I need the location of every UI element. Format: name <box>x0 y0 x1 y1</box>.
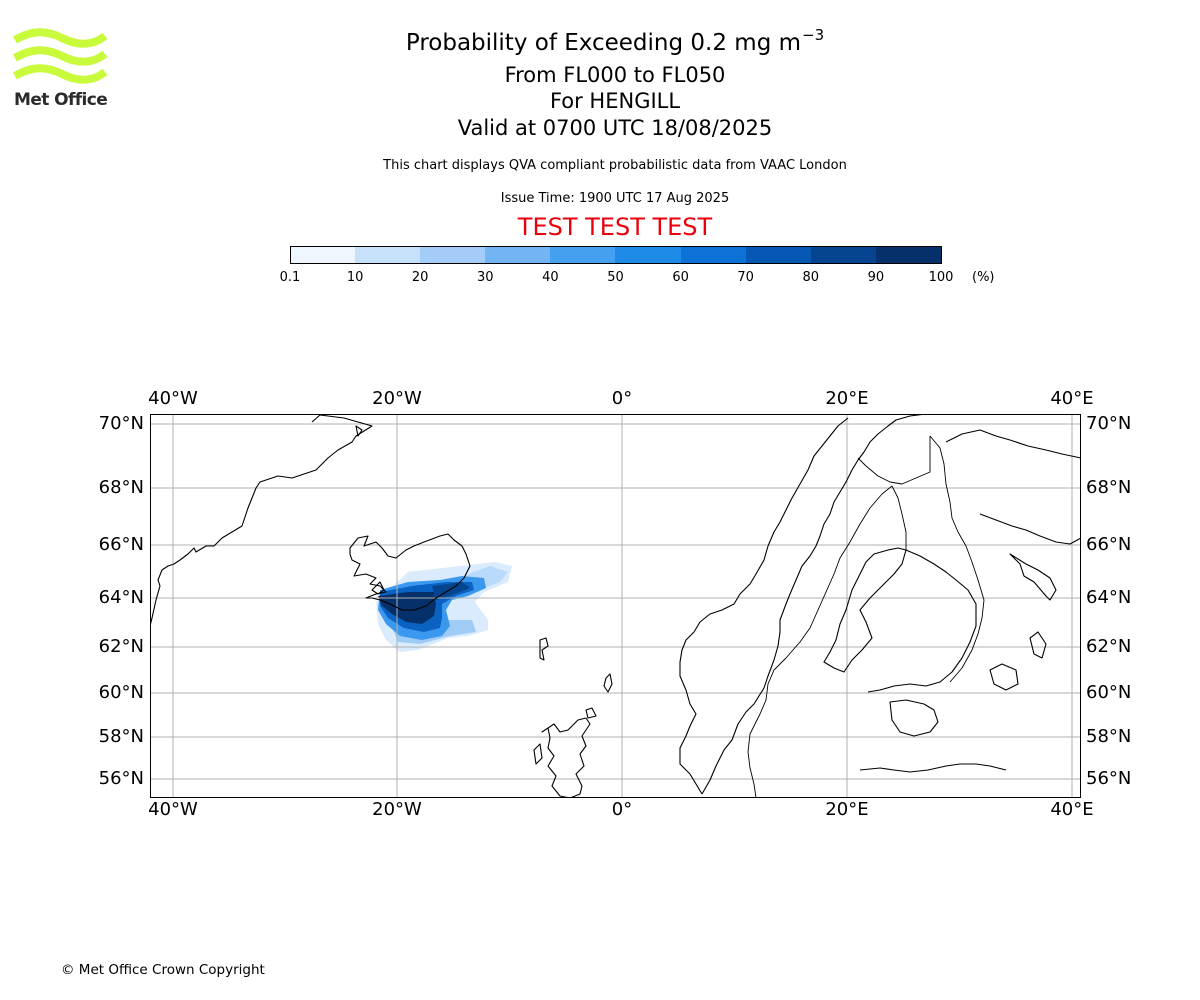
colorbar-segment <box>615 246 681 263</box>
coast-kola <box>979 513 1081 545</box>
coast-hebrides <box>533 743 543 765</box>
met-office-waves-icon <box>12 28 108 84</box>
colorbar-tick-label: 0.1 <box>279 270 301 285</box>
latitude-label-left: 62°N <box>98 636 144 657</box>
coast-baltic <box>889 699 939 737</box>
colorbar-segment <box>810 246 876 263</box>
latitude-label-right: 64°N <box>1086 587 1132 608</box>
colorbar <box>290 246 941 263</box>
coastlines <box>150 414 1081 798</box>
latitude-label-right: 56°N <box>1086 768 1132 789</box>
longitude-label-bottom: 40°W <box>148 799 198 820</box>
lake-onega <box>1029 631 1047 659</box>
plume-core-east <box>432 582 470 600</box>
latitude-label-left: 68°N <box>98 477 144 498</box>
latitude-label-right: 58°N <box>1086 726 1132 747</box>
chart-title-exponent: −3 <box>802 26 825 44</box>
coast-faroe <box>539 637 549 661</box>
volcano-name: For HENGILL <box>549 89 681 113</box>
colorbar-tick-label: 10 <box>346 270 364 285</box>
coast-norway-west <box>679 417 849 795</box>
latitude-label-right: 70°N <box>1086 413 1132 434</box>
colorbar-segment <box>290 246 356 263</box>
coast-shetland <box>603 673 613 693</box>
chart-title: Probability of Exceeding 0.2 mg m−3 <box>0 26 1200 56</box>
latitude-label-left: 66°N <box>98 534 144 555</box>
colorbar-segment <box>875 246 941 263</box>
ash-plume <box>376 562 512 652</box>
colorbar-tick-label: 20 <box>411 270 429 285</box>
latitude-label-right: 60°N <box>1086 682 1132 703</box>
border-norway-sweden <box>747 485 893 798</box>
colorbar-tick-label: 40 <box>542 270 559 285</box>
map-background <box>150 414 1081 798</box>
colorbar-tick-label: 70 <box>737 270 754 285</box>
longitude-label-top: 40°W <box>148 388 198 409</box>
coast-britain <box>541 717 591 798</box>
coast-iceland <box>349 533 471 611</box>
colorbar-segment <box>680 246 746 263</box>
coast-norway <box>701 414 927 795</box>
coast-iceland-west-fjord <box>371 581 385 595</box>
coast-russia-north <box>945 429 1081 459</box>
coast-bothnia <box>823 547 907 673</box>
chart-title-main: Probability of Exceeding 0.2 mg m <box>405 30 802 56</box>
colorbar-segment <box>550 246 616 263</box>
lake-ladoga <box>989 663 1019 691</box>
colorbar-segment <box>745 246 811 263</box>
longitude-label-top: 20°E <box>825 388 869 409</box>
latitude-label-left: 56°N <box>98 768 144 789</box>
met-office-logo: Met Office <box>12 28 112 114</box>
test-banner: TEST TEST TEST <box>517 213 713 241</box>
chart-description: This chart displays QVA compliant probab… <box>383 158 847 173</box>
map-panel <box>150 414 1081 798</box>
colorbar-tick-label: 60 <box>672 270 689 285</box>
coast-greenland <box>150 414 373 627</box>
colorbar-unit: (%) <box>972 270 995 285</box>
latitude-label-left: 64°N <box>98 587 144 608</box>
latitude-label-right: 68°N <box>1086 477 1132 498</box>
map-canvas <box>150 414 1081 798</box>
issue-time: Issue Time: 1900 UTC 17 Aug 2025 <box>500 191 730 206</box>
plume-core <box>378 592 436 624</box>
longitude-label-top: 40°E <box>1050 388 1094 409</box>
colorbar-tick-label: 50 <box>607 270 624 285</box>
longitude-label-bottom: 0° <box>611 799 633 820</box>
colorbar-segment <box>355 246 421 263</box>
map-frame <box>150 414 1081 798</box>
border-sweden-finland <box>891 485 907 550</box>
graticule <box>150 414 1081 798</box>
longitude-label-bottom: 40°E <box>1050 799 1094 820</box>
coast-baltic-south <box>859 763 1007 773</box>
latitude-label-left: 60°N <box>98 682 144 703</box>
copyright-notice: © Met Office Crown Copyright <box>61 962 265 978</box>
latitude-label-left: 70°N <box>98 413 144 434</box>
colorbar-tick-label: 80 <box>802 270 820 285</box>
longitude-label-top: 0° <box>611 388 633 409</box>
coast-finland <box>867 549 977 693</box>
valid-time: Valid at 0700 UTC 18/08/2025 <box>457 116 773 140</box>
colorbar-tick-label: 90 <box>867 270 885 285</box>
latitude-label-left: 58°N <box>98 726 144 747</box>
coast-white-sea <box>1009 553 1057 601</box>
longitude-label-top: 20°W <box>372 388 422 409</box>
level-range: From FL000 to FL050 <box>504 63 726 87</box>
border-finland-russia <box>929 435 985 683</box>
colorbar-tick-label: 100 <box>928 270 954 285</box>
colorbar-segment <box>485 246 551 263</box>
colorbar-tick-label: 30 <box>477 270 494 285</box>
colorbar-segment <box>420 246 486 263</box>
coast-greenland-islet <box>355 425 363 437</box>
border-norway-finland <box>857 436 931 485</box>
met-office-logo-text: Met Office <box>14 90 108 110</box>
latitude-label-right: 66°N <box>1086 534 1132 555</box>
longitude-label-bottom: 20°W <box>372 799 422 820</box>
longitude-label-bottom: 20°E <box>825 799 869 820</box>
latitude-label-right: 62°N <box>1086 636 1132 657</box>
coast-orkney <box>585 707 597 719</box>
